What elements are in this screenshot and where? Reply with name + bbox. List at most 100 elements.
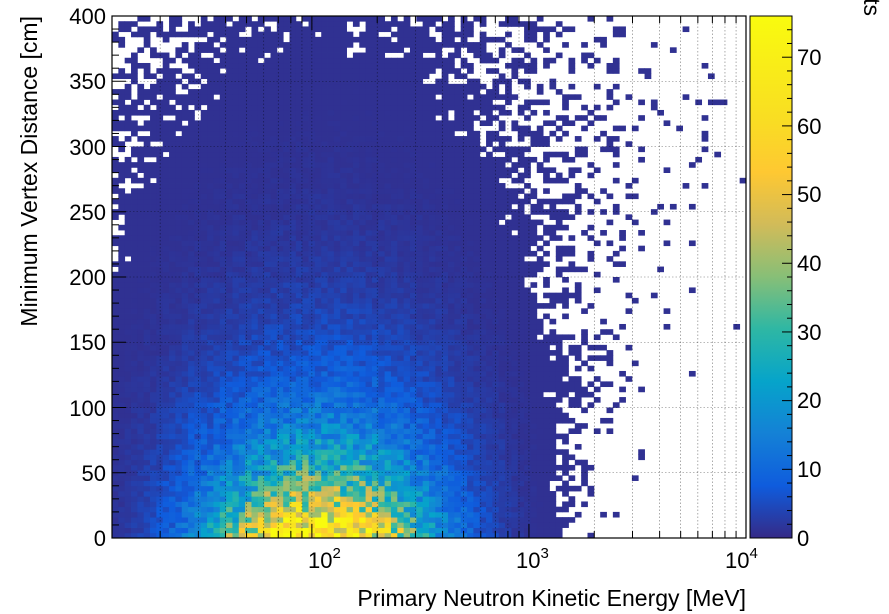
heatmap-cell [264,120,271,127]
heatmap-cell [295,230,303,236]
heatmap-cell [232,287,240,294]
heatmap-cell [352,198,360,205]
heatmap-cell [359,397,366,403]
heatmap-cell [289,459,297,466]
heatmap-cell [390,506,398,513]
heatmap-cell [251,292,259,299]
heatmap-cell [327,506,335,513]
heatmap-cell [378,522,386,528]
heatmap-cell [181,397,189,403]
heatmap-cell [295,355,303,361]
heatmap-cell [403,230,411,236]
heatmap-cell [270,256,278,262]
heatmap-cell [340,350,347,356]
heatmap-cell [441,355,449,361]
heatmap-cell [162,57,170,64]
heatmap-cell [314,313,322,320]
heatmap-cell [175,219,183,226]
heatmap-cell [276,485,284,492]
heatmap-cell [289,151,297,158]
heatmap-cell [270,329,278,335]
heatmap-cell [365,313,373,320]
heatmap-cell [150,360,157,367]
heatmap-cell [283,449,290,455]
heatmap-cell [188,52,195,59]
heatmap-cell [270,250,278,257]
heatmap-cell [321,99,328,106]
heatmap-cell [409,240,417,247]
heatmap-cell [340,245,347,252]
heatmap-cell [219,146,227,153]
heatmap-cell [321,162,328,168]
heatmap-cell [384,355,392,361]
heatmap-cell [365,407,373,414]
heatmap-cell [365,31,373,38]
heatmap-cell [409,104,417,111]
heatmap-cell [200,214,208,220]
heatmap-cell [251,287,259,294]
heatmap-cell [327,491,335,497]
heatmap-cell [194,480,202,487]
heatmap-cell [295,245,303,252]
heatmap-cell [327,303,335,309]
heatmap-cell [390,183,398,189]
heatmap-cell [238,417,246,424]
heatmap-cell [270,433,278,440]
heatmap-cell [131,506,138,513]
heatmap-cell [143,172,151,179]
heatmap-cell [112,271,119,278]
heatmap-cell [397,62,405,69]
heatmap-cell [295,501,303,508]
heatmap-cell [137,282,145,288]
heatmap-cell [302,120,309,127]
heatmap-cell [175,350,183,356]
heatmap-cell [327,89,335,95]
heatmap-cell [435,282,443,288]
heatmap-cell [422,287,430,294]
heatmap-cell [429,172,436,179]
heatmap-cell [397,313,405,320]
heatmap-cell [270,167,278,173]
heatmap-cell [270,219,278,226]
heatmap-cell [169,381,176,388]
heatmap-cell [200,271,208,278]
heatmap-cell [207,198,214,205]
heatmap-cell [131,323,138,330]
heatmap-cell [200,485,208,492]
heatmap-cell [295,177,303,184]
heatmap-cell [150,183,157,189]
heatmap-cell [264,78,271,85]
heatmap-cell [390,167,398,173]
heatmap-cell [169,475,176,481]
heatmap-cell [219,99,227,106]
heatmap-cell [352,235,360,241]
heatmap-cell [169,235,176,241]
heatmap-cell [365,109,373,116]
heatmap-cell [226,162,233,168]
heatmap-cell [137,485,145,492]
heatmap-cell [257,407,265,414]
heatmap-cell [156,318,164,325]
heatmap-cell [302,517,309,523]
heatmap-cell [321,334,328,341]
heatmap-cell [429,308,436,314]
heatmap-cell [422,203,430,210]
heatmap-cell [429,501,436,508]
heatmap-cell [251,444,259,450]
heatmap-cell [207,240,214,247]
heatmap-cell [118,172,126,179]
heatmap-cell [194,470,202,476]
heatmap-cell [346,459,354,466]
heatmap-cell [118,501,126,508]
heatmap-cell [352,334,360,341]
heatmap-cell [384,402,392,408]
heatmap-cell [276,386,284,393]
heatmap-cell [321,391,328,398]
heatmap-cell [429,402,436,408]
heatmap-cell [283,167,290,173]
heatmap-cell [409,177,417,184]
heatmap-cell [283,78,290,85]
heatmap-cell [346,532,354,539]
heatmap-cell [283,203,290,210]
heatmap-cell [365,26,373,33]
